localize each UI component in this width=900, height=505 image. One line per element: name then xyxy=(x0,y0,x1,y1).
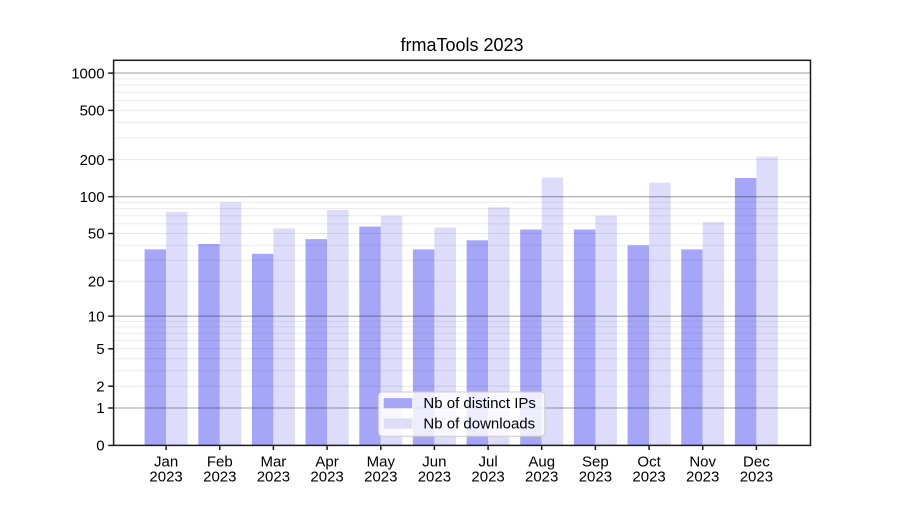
svg-text:Sep: Sep xyxy=(582,453,609,470)
svg-text:Dec: Dec xyxy=(743,453,770,470)
svg-text:2023: 2023 xyxy=(310,469,343,486)
svg-text:Jan: Jan xyxy=(154,453,178,470)
svg-text:Mar: Mar xyxy=(260,453,286,470)
svg-text:50: 50 xyxy=(88,226,105,243)
svg-text:2023: 2023 xyxy=(418,469,451,486)
svg-text:Oct: Oct xyxy=(637,453,661,470)
svg-text:Jun: Jun xyxy=(422,453,446,470)
svg-text:2023: 2023 xyxy=(364,469,397,486)
svg-text:10: 10 xyxy=(88,308,105,325)
svg-text:5: 5 xyxy=(96,341,104,358)
svg-text:100: 100 xyxy=(80,189,105,206)
svg-text:2023: 2023 xyxy=(525,469,558,486)
svg-text:Nov: Nov xyxy=(689,453,716,470)
svg-text:2023: 2023 xyxy=(740,469,773,486)
svg-text:Nb of distinct IPs: Nb of distinct IPs xyxy=(423,395,536,412)
svg-text:Jul: Jul xyxy=(479,453,498,470)
svg-text:May: May xyxy=(367,453,396,470)
svg-text:2023: 2023 xyxy=(257,469,290,486)
svg-text:2023: 2023 xyxy=(203,469,236,486)
svg-text:Apr: Apr xyxy=(315,453,338,470)
svg-text:20: 20 xyxy=(88,274,105,291)
svg-text:2023: 2023 xyxy=(149,469,182,486)
svg-text:2023: 2023 xyxy=(632,469,665,486)
svg-text:Nb of downloads: Nb of downloads xyxy=(423,416,535,433)
svg-text:2023: 2023 xyxy=(686,469,719,486)
svg-text:0: 0 xyxy=(96,438,104,455)
svg-text:200: 200 xyxy=(80,152,105,169)
svg-text:1000: 1000 xyxy=(71,65,104,82)
svg-text:2: 2 xyxy=(96,378,104,395)
svg-text:2023: 2023 xyxy=(471,469,504,486)
svg-text:500: 500 xyxy=(80,103,105,120)
svg-text:frmaTools 2023: frmaTools 2023 xyxy=(400,35,523,55)
svg-text:2023: 2023 xyxy=(579,469,612,486)
svg-text:1: 1 xyxy=(96,400,104,417)
svg-text:Aug: Aug xyxy=(528,453,555,470)
svg-text:Feb: Feb xyxy=(207,453,233,470)
